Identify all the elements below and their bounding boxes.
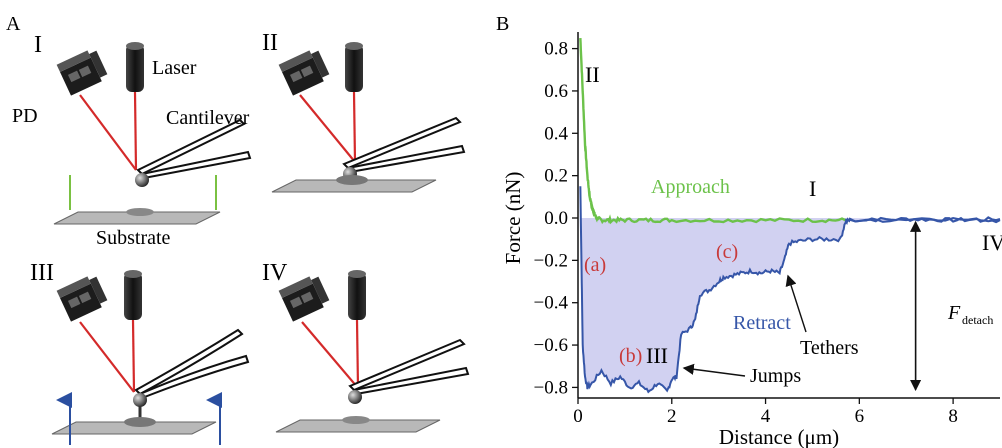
f-detach-label: F xyxy=(947,302,961,324)
tethers-label: Tethers xyxy=(800,337,859,359)
x-tick-label: 8 xyxy=(948,406,958,427)
laser-tube-icon xyxy=(126,44,144,92)
y-tick-label: 0.2 xyxy=(544,166,568,187)
y-axis-label: Force (nN) xyxy=(501,172,525,265)
afm-diagram-iii: III xyxy=(30,260,250,445)
jumps-arrow xyxy=(682,363,746,377)
laser-tube-icon xyxy=(124,272,142,320)
approach-series-line xyxy=(579,37,846,225)
probe-tip-icon xyxy=(133,393,147,407)
substrate-plate xyxy=(51,421,217,435)
y-tick-label: 0.0 xyxy=(544,208,568,229)
reflected-beam xyxy=(79,94,137,171)
afm-diagram-iv: IV xyxy=(262,260,470,433)
probe-tip-icon xyxy=(348,390,362,404)
label-c: (c) xyxy=(716,241,738,263)
x-axis-label: Distance (μm) xyxy=(719,425,839,448)
substrate-label: Substrate xyxy=(96,227,171,249)
chart-roman-ii: II xyxy=(585,62,600,87)
x-tick-label: 0 xyxy=(573,406,583,427)
roman-numeral-iii: III xyxy=(30,260,54,286)
laser-beam xyxy=(133,91,138,171)
panel-b-label: B xyxy=(496,13,509,35)
x-tick-label: 2 xyxy=(667,406,677,427)
retract-baseline-line xyxy=(845,216,1001,223)
laser-label: Laser xyxy=(152,57,197,79)
label-a: (a) xyxy=(584,254,606,276)
jumps-label: Jumps xyxy=(750,365,801,387)
retract-series-line xyxy=(579,186,1001,394)
chart-roman-iii: III xyxy=(646,343,668,368)
cantilever-icon xyxy=(348,338,466,392)
y-tick-label: 0.6 xyxy=(544,81,568,102)
y-tick-label: 0.4 xyxy=(544,123,568,144)
probe-tip-icon xyxy=(135,173,149,187)
label-b: (b) xyxy=(619,345,642,367)
force-distance-chart: 0.8 0.6 0.4 0.2 0.0 −0.2 −0.4 −0.6 −0.80 2 4 6 8 Dist… xyxy=(501,32,1002,448)
cantilever-icon xyxy=(136,118,246,176)
substrate-plate xyxy=(275,419,441,433)
retract-label: Retract xyxy=(733,312,791,334)
laser-tube-icon xyxy=(348,272,366,320)
chart-roman-iv: IV xyxy=(982,230,1002,255)
photodetector-icon xyxy=(56,50,108,96)
panel-b: B 0.8 0.6 0.4 0.2 0.0 −0.2 −0.4 −0.6 −0.80 2 4 6 8 Di… xyxy=(496,13,1002,448)
y-tick-label: −0.2 xyxy=(534,250,568,271)
cantilever-icon xyxy=(342,116,462,170)
y-tick-label: −0.4 xyxy=(534,293,569,314)
substrate-plate xyxy=(271,179,437,193)
y-tick-label: −0.8 xyxy=(534,377,568,398)
adhesion-area-fill xyxy=(580,218,1000,392)
photodetector-icon xyxy=(56,276,108,322)
cantilever-label: Cantilever xyxy=(166,107,250,129)
approach-label: Approach xyxy=(651,176,730,198)
tethers-arrow xyxy=(785,274,807,333)
laser-tube-icon xyxy=(345,44,363,92)
substrate-plate xyxy=(53,211,221,225)
panel-a: A I xyxy=(6,13,470,445)
afm-diagram-ii: II xyxy=(262,30,466,193)
photodetector-icon xyxy=(278,276,330,322)
pd-label: PD xyxy=(12,105,38,127)
chart-roman-i: I xyxy=(809,176,816,201)
afm-diagram-i: I Laser PD xyxy=(12,32,252,249)
y-tick-label: 0.8 xyxy=(544,39,568,60)
roman-numeral-ii: II xyxy=(262,30,278,56)
f-detach-subscript: detach xyxy=(962,313,993,327)
x-tick-label: 6 xyxy=(855,406,865,427)
cantilever-icon xyxy=(134,328,244,396)
panel-a-label: A xyxy=(6,13,21,35)
roman-numeral-iv: IV xyxy=(262,260,288,286)
x-tick-label: 4 xyxy=(761,406,771,427)
photodetector-icon xyxy=(278,50,330,96)
roman-numeral-i: I xyxy=(34,32,42,58)
y-tick-label: −0.6 xyxy=(534,335,568,356)
